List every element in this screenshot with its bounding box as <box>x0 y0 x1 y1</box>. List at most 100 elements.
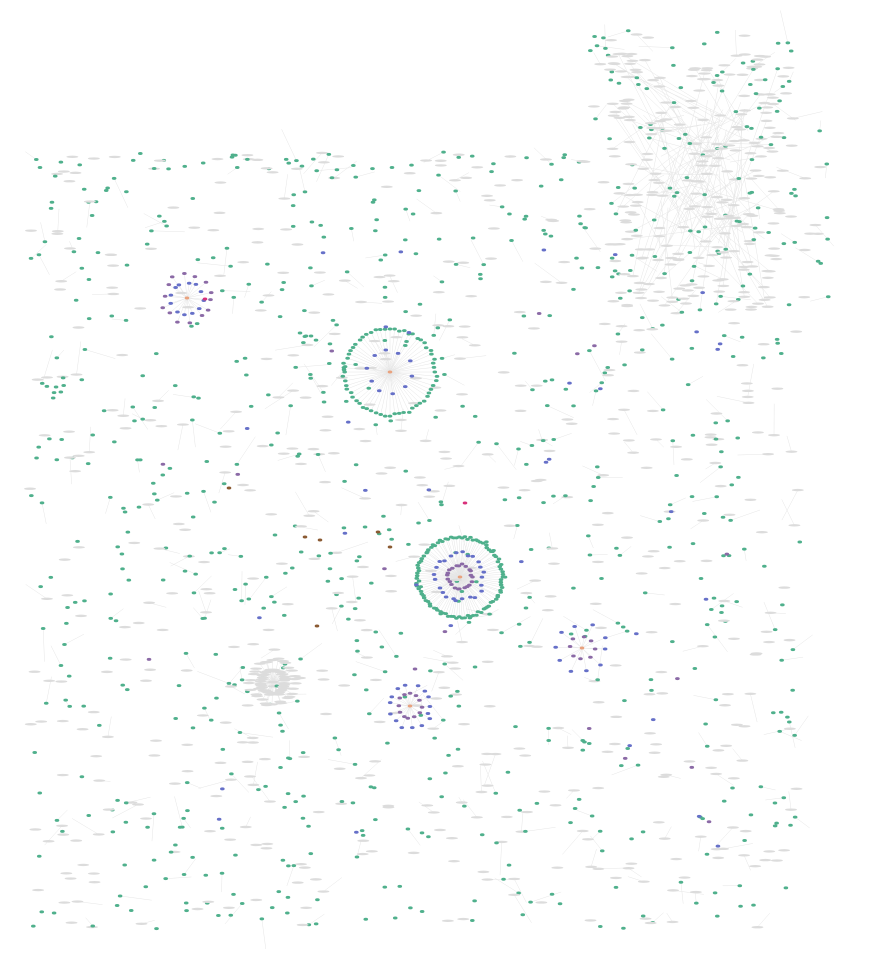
label-node[interactable] <box>700 155 713 158</box>
purple-node[interactable] <box>450 566 455 570</box>
leaf-node[interactable] <box>37 791 43 795</box>
leaf-node[interactable] <box>290 224 296 228</box>
label-node[interactable] <box>353 619 366 622</box>
leaf-node[interactable] <box>196 396 201 400</box>
blue-node[interactable] <box>220 787 225 791</box>
label-node[interactable] <box>369 760 382 763</box>
blue-node[interactable] <box>320 251 326 255</box>
leaf-node[interactable] <box>353 342 358 346</box>
label-node[interactable] <box>625 52 638 56</box>
leaf-node[interactable] <box>494 841 499 845</box>
label-node[interactable] <box>338 279 351 282</box>
label-node[interactable] <box>660 101 673 104</box>
label-node[interactable] <box>644 732 657 735</box>
label-node[interactable] <box>451 765 464 768</box>
label-node[interactable] <box>623 118 636 122</box>
leaf-node[interactable] <box>825 295 831 299</box>
leaf-node[interactable] <box>418 338 424 342</box>
leaf-node[interactable] <box>609 70 615 74</box>
leaf-node[interactable] <box>190 418 195 422</box>
label-node[interactable] <box>108 155 121 159</box>
leaf-node[interactable] <box>736 176 742 180</box>
label-node[interactable] <box>256 676 269 679</box>
label-node[interactable] <box>631 70 644 74</box>
leaf-node[interactable] <box>95 251 101 255</box>
leaf-node[interactable] <box>352 673 357 677</box>
label-node[interactable] <box>701 67 714 70</box>
label-node[interactable] <box>567 789 580 792</box>
label-node[interactable] <box>83 450 96 454</box>
leaf-node[interactable] <box>577 214 582 218</box>
label-node[interactable] <box>455 801 468 804</box>
leaf-node[interactable] <box>176 684 182 688</box>
leaf-node[interactable] <box>498 583 504 587</box>
blue-node[interactable] <box>470 554 476 558</box>
leaf-node[interactable] <box>278 765 283 769</box>
leaf-node[interactable] <box>311 157 316 161</box>
label-node[interactable] <box>200 611 213 614</box>
leaf-node[interactable] <box>140 374 146 378</box>
leaf-node[interactable] <box>276 890 282 894</box>
label-node[interactable] <box>607 417 620 421</box>
label-node[interactable] <box>359 439 372 443</box>
leaf-node[interactable] <box>126 578 132 582</box>
leaf-node[interactable] <box>51 911 57 915</box>
label-node[interactable] <box>730 723 743 726</box>
label-node[interactable] <box>783 638 796 642</box>
blue-node[interactable] <box>395 351 401 355</box>
leaf-node[interactable] <box>469 154 475 158</box>
label-node[interactable] <box>382 804 395 808</box>
label-node[interactable] <box>244 489 257 492</box>
label-node[interactable] <box>227 645 240 649</box>
label-node[interactable] <box>693 286 706 289</box>
label-node[interactable] <box>623 193 636 197</box>
label-node[interactable] <box>609 110 622 114</box>
blue-node[interactable] <box>553 645 558 649</box>
label-node[interactable] <box>71 900 84 903</box>
leaf-node[interactable] <box>749 126 754 130</box>
label-node[interactable] <box>246 736 259 740</box>
leaf-node[interactable] <box>546 738 552 742</box>
label-node[interactable] <box>717 619 730 622</box>
label-node[interactable] <box>778 849 791 852</box>
leaf-node[interactable] <box>357 401 362 405</box>
label-node[interactable] <box>609 259 622 263</box>
leaf-node[interactable] <box>119 552 125 556</box>
leaf-node[interactable] <box>499 586 505 590</box>
leaf-node[interactable] <box>294 159 299 163</box>
purple-node[interactable] <box>182 272 187 276</box>
label-node[interactable] <box>730 224 743 228</box>
leaf-node[interactable] <box>427 518 432 522</box>
leaf-node[interactable] <box>315 898 320 902</box>
label-node[interactable] <box>701 205 714 209</box>
leaf-node[interactable] <box>744 125 750 129</box>
label-node[interactable] <box>202 900 215 904</box>
blue-node[interactable] <box>244 427 250 431</box>
leaf-node[interactable] <box>718 294 723 298</box>
leaf-node[interactable] <box>790 688 795 692</box>
label-node[interactable] <box>438 450 451 454</box>
label-node[interactable] <box>481 453 494 456</box>
leaf-node[interactable] <box>587 553 593 557</box>
label-node[interactable] <box>60 872 73 875</box>
label-node[interactable] <box>669 602 682 606</box>
leaf-node[interactable] <box>427 604 433 608</box>
blue-node[interactable] <box>425 712 431 716</box>
leaf-node[interactable] <box>313 338 319 342</box>
leaf-node[interactable] <box>326 152 332 156</box>
leaf-node[interactable] <box>149 229 154 233</box>
leaf-node[interactable] <box>702 193 707 197</box>
label-node[interactable] <box>464 566 477 570</box>
label-node[interactable] <box>649 172 662 175</box>
leaf-node[interactable] <box>293 800 299 804</box>
leaf-node[interactable] <box>410 212 416 216</box>
label-node[interactable] <box>788 524 801 527</box>
leaf-node[interactable] <box>740 284 746 288</box>
leaf-node[interactable] <box>190 855 195 859</box>
label-node[interactable] <box>276 672 289 676</box>
label-node[interactable] <box>718 64 731 67</box>
label-node[interactable] <box>175 291 188 295</box>
label-node[interactable] <box>278 197 291 200</box>
label-node[interactable] <box>448 859 461 863</box>
label-node[interactable] <box>716 201 729 204</box>
